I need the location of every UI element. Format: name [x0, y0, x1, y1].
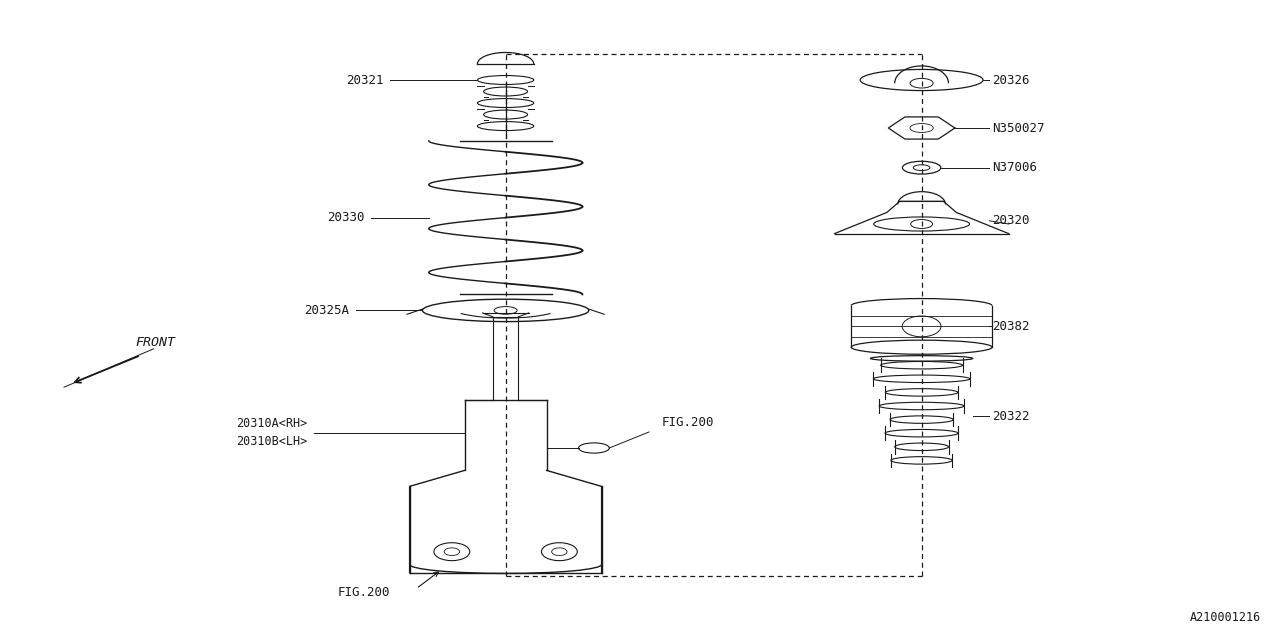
Text: FIG.200: FIG.200: [338, 586, 390, 598]
Text: N37006: N37006: [992, 161, 1037, 174]
Text: 20321: 20321: [347, 74, 384, 86]
Text: A210001216: A210001216: [1189, 611, 1261, 624]
Text: 20325A: 20325A: [305, 304, 349, 317]
Text: 20322: 20322: [992, 410, 1029, 422]
Text: FIG.200: FIG.200: [662, 416, 714, 429]
Text: 20320: 20320: [992, 214, 1029, 227]
Text: 20330: 20330: [328, 211, 365, 224]
Text: FRONT: FRONT: [136, 336, 175, 349]
Text: 20382: 20382: [992, 320, 1029, 333]
Text: 20326: 20326: [992, 74, 1029, 86]
Text: 20310B<LH>: 20310B<LH>: [236, 435, 307, 448]
Text: 20310A<RH>: 20310A<RH>: [236, 417, 307, 430]
Text: N350027: N350027: [992, 122, 1044, 134]
